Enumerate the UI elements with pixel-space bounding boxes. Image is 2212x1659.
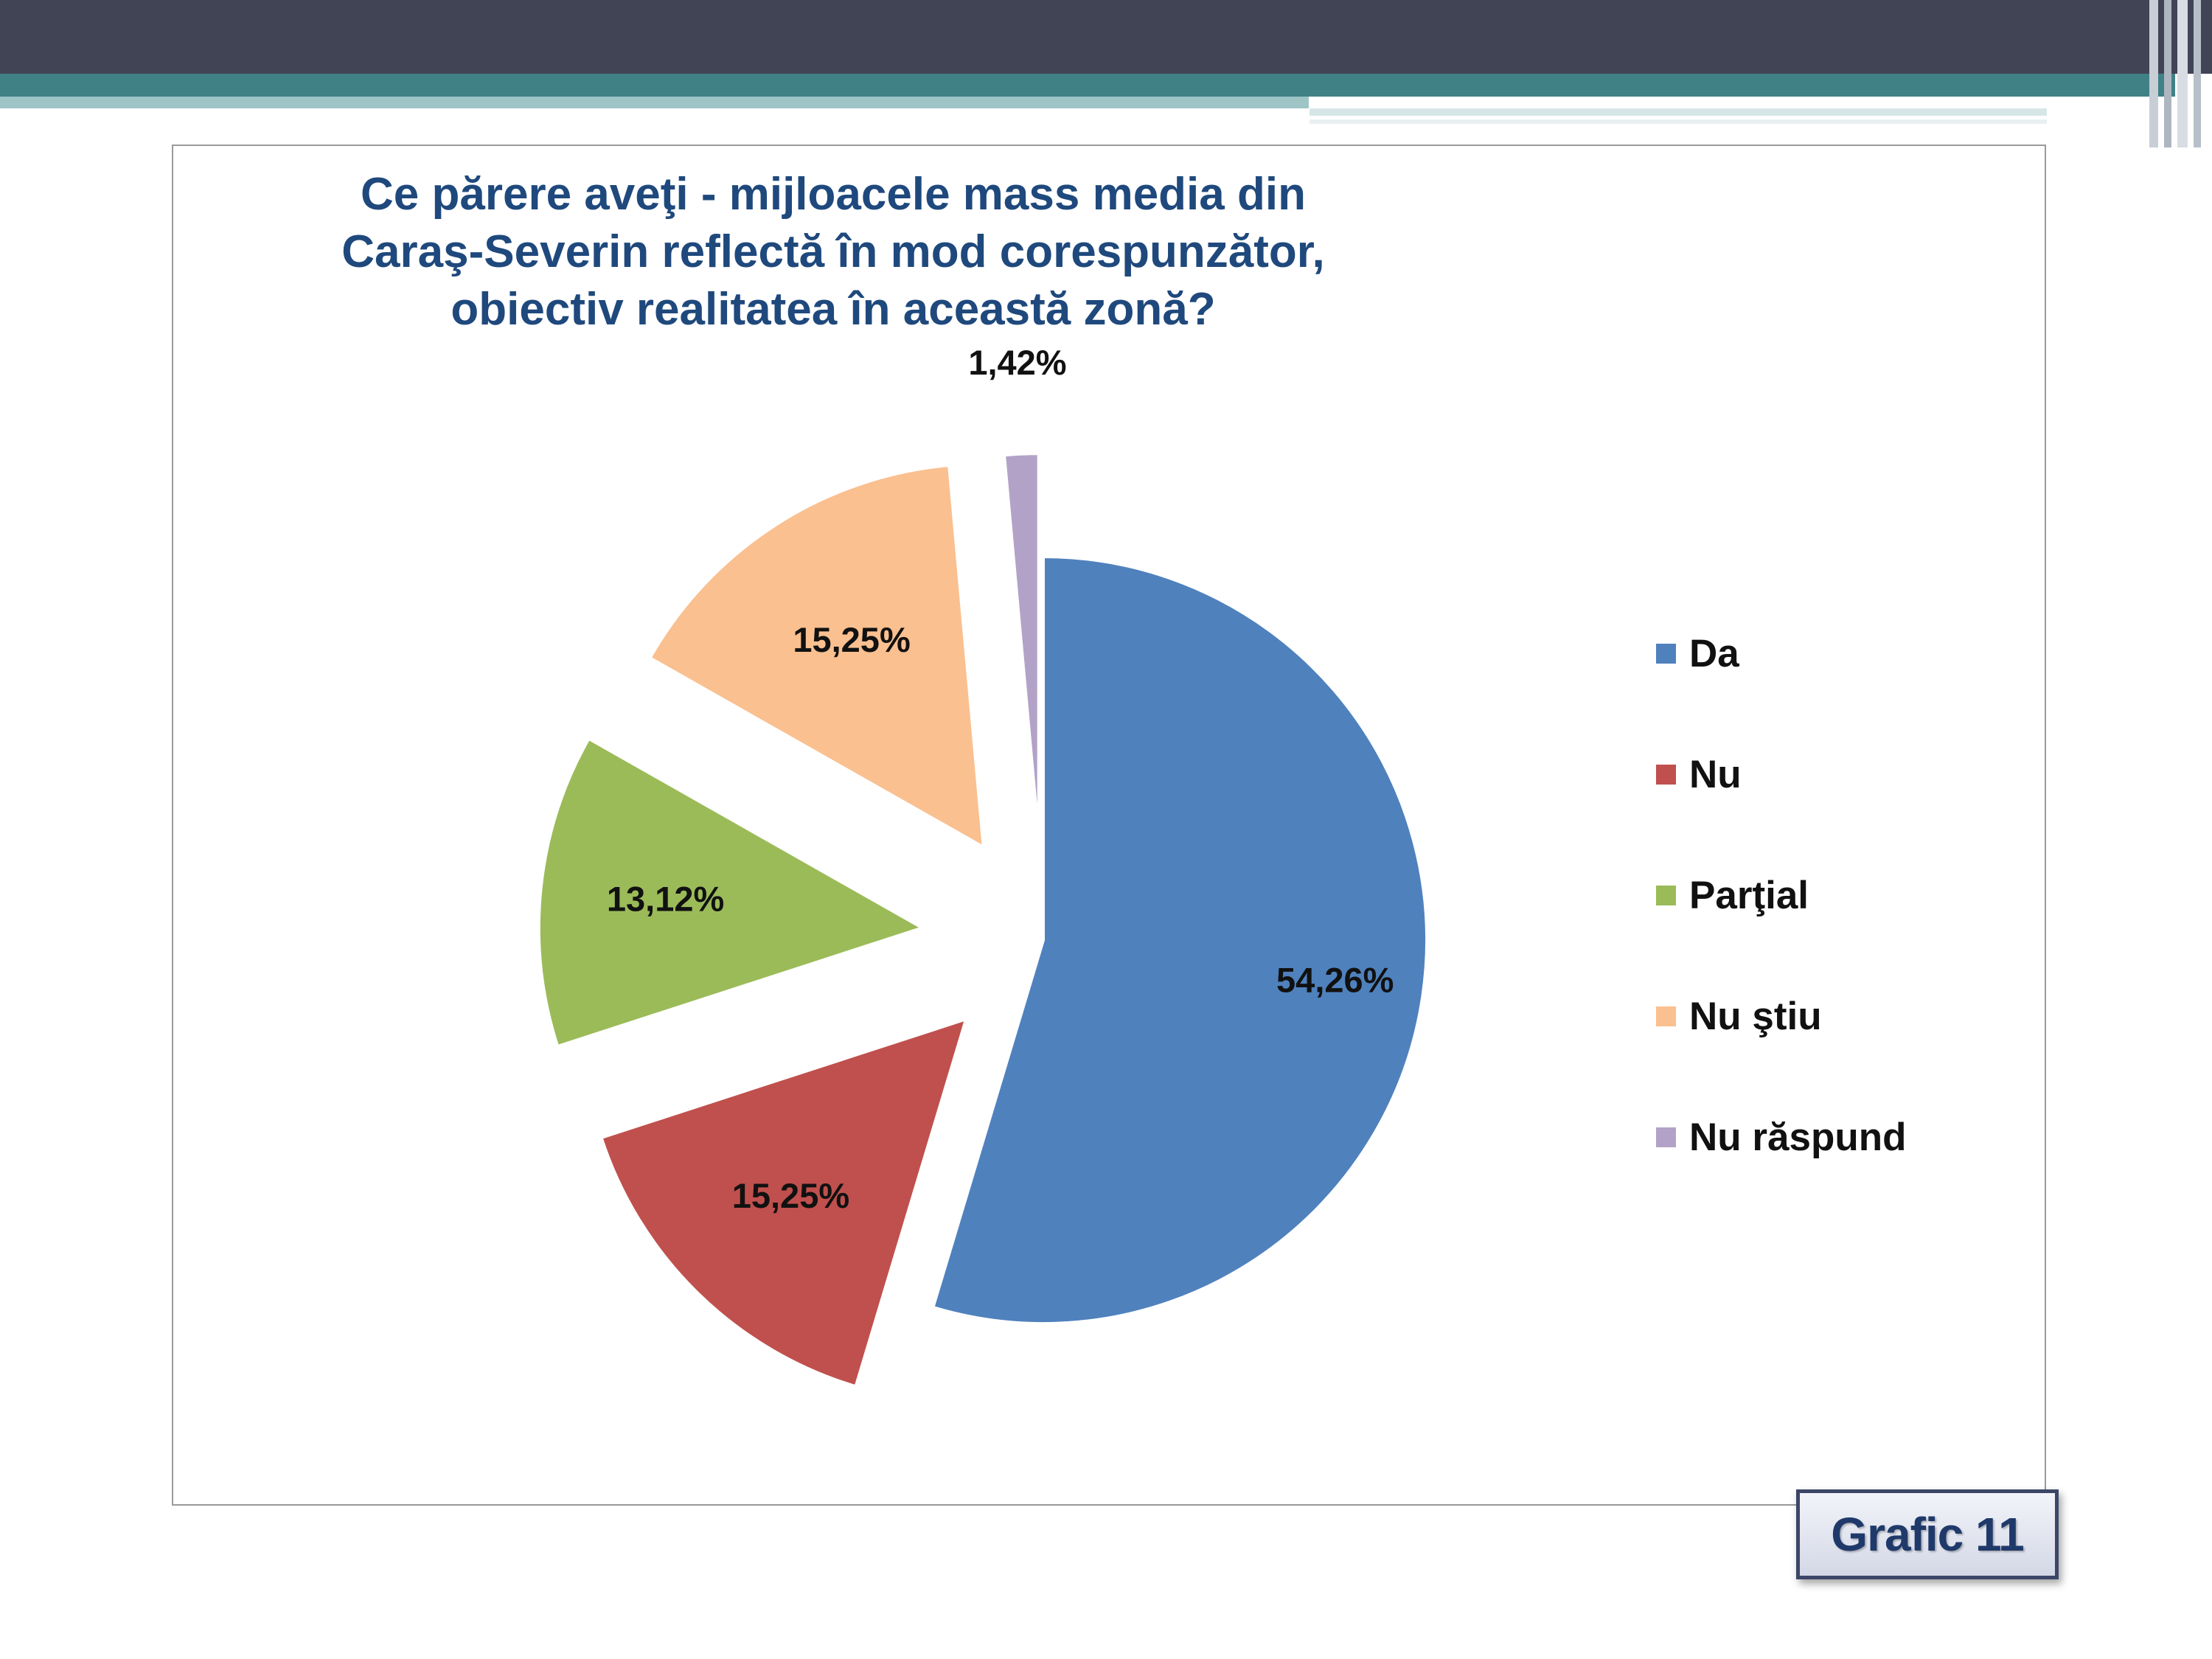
legend-label-partial: Parţial [1689,873,1809,917]
legend-swatch-da [1656,643,1676,664]
corner-bar-4 [2194,0,2201,147]
legend-swatch-nu [1656,764,1676,785]
grafic-badge: Grafic 11 [1796,1489,2059,1579]
legend-label-da: Da [1689,631,1739,675]
chart-legend: Da Nu Parţial Nu ştiu Nu răspund [1656,623,1906,1167]
legend-label-nu-stiu: Nu ştiu [1689,994,1822,1038]
data-label-nu: 15,25% [732,1176,849,1215]
legend-item-nu-raspund: Nu răspund [1656,1107,1906,1167]
legend-label-nu: Nu [1689,752,1742,796]
teal-stripe [0,74,2175,97]
data-label-nu-stiu: 15,25% [793,620,910,659]
legend-swatch-nu-stiu [1656,1006,1676,1026]
top-header-bar [0,0,2212,74]
corner-bar-1 [2149,0,2158,147]
light-teal-stripe [0,97,1309,108]
legend-item-nu-stiu: Nu ştiu [1656,986,1906,1046]
pie-slice-nu-raspund [1002,452,1040,838]
corner-bar-3 [2177,0,2188,147]
thin-stripe-1 [1310,108,2047,116]
pie-slice-nu-stiu [647,463,986,850]
legend-item-nu: Nu [1656,744,1906,804]
legend-swatch-nu-raspund [1656,1127,1676,1147]
thin-stripe-2 [1310,119,2047,124]
pie-slices [537,452,1429,1388]
pie-slice-da [931,554,1429,1325]
legend-item-partial: Parţial [1656,865,1906,925]
corner-bar-2 [2164,0,2171,147]
legend-swatch-partial [1656,885,1676,905]
data-label-partial: 13,12% [607,880,724,919]
data-label-da: 54,26% [1276,961,1394,1000]
legend-item-da: Da [1656,623,1906,684]
chart-title: Ce părere aveţi - mijloacele mass media … [341,169,1325,335]
data-label-nu-raspund: 1,42% [968,343,1066,382]
legend-label-nu-raspund: Nu răspund [1689,1115,1907,1159]
pie-slice-partial [537,737,926,1048]
pie-slice-nu [599,1017,969,1388]
grafic-label: Grafic 11 [1831,1508,2024,1561]
